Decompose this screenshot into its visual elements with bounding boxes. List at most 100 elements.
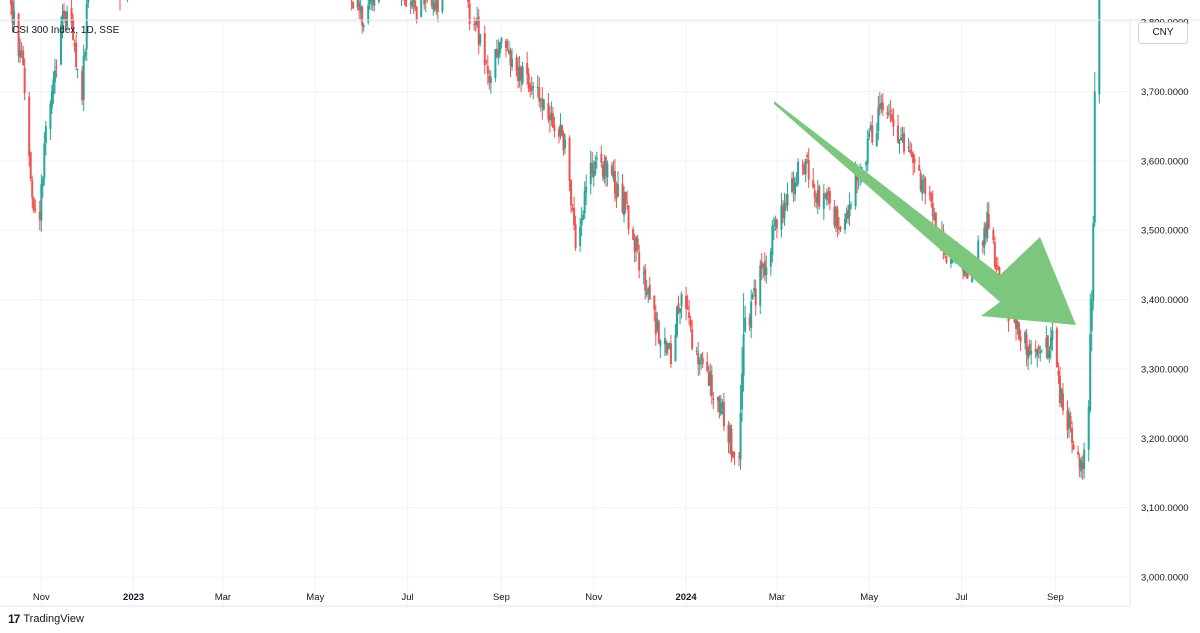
tradingview-brand[interactable]: 17 TradingView bbox=[8, 612, 84, 626]
candle bbox=[489, 70, 492, 94]
candle bbox=[1025, 329, 1028, 367]
candle-body bbox=[352, 2, 355, 9]
time-axis[interactable]: Nov 2023 Mar May Jul Sep Nov 2024 Mar May Jul Sep bbox=[33, 592, 1064, 603]
candle-body bbox=[868, 132, 871, 138]
y-tick-label: 3,300.0000 bbox=[1141, 364, 1189, 375]
candle-body bbox=[636, 238, 639, 250]
candle-body bbox=[783, 202, 786, 219]
candle bbox=[733, 451, 736, 466]
candle bbox=[896, 114, 899, 144]
candle-body bbox=[833, 207, 836, 226]
candle-body bbox=[804, 158, 807, 175]
candle bbox=[633, 233, 636, 263]
candle bbox=[1028, 339, 1031, 357]
candle-body bbox=[700, 354, 703, 360]
candle bbox=[1080, 456, 1083, 478]
candle-body bbox=[571, 207, 574, 210]
candle-body bbox=[738, 456, 741, 458]
candle bbox=[848, 192, 851, 226]
candle bbox=[763, 252, 766, 282]
candle bbox=[511, 48, 514, 71]
candle bbox=[987, 201, 990, 230]
price-axis[interactable]: 3,000.0000 3,100.0000 3,200.0000 3,300.0000… bbox=[1141, 0, 1189, 584]
candle-body bbox=[900, 137, 903, 141]
candle-body bbox=[695, 351, 698, 353]
candle bbox=[29, 151, 32, 182]
candle-body bbox=[1090, 299, 1093, 332]
candle-body bbox=[40, 184, 43, 221]
candle bbox=[368, 0, 371, 10]
candle-body bbox=[489, 77, 492, 83]
candle bbox=[539, 97, 542, 112]
candle-body bbox=[551, 113, 554, 128]
candle bbox=[1055, 326, 1058, 368]
currency-button[interactable]: CNY bbox=[1138, 22, 1188, 44]
candle bbox=[772, 217, 775, 241]
candle bbox=[600, 145, 603, 168]
candle-body bbox=[844, 218, 847, 230]
candle-body bbox=[504, 40, 507, 49]
candle bbox=[1077, 445, 1080, 458]
candle-body bbox=[716, 396, 719, 401]
x-tick-label: Jul bbox=[402, 592, 414, 603]
candle bbox=[613, 158, 616, 202]
candle-body bbox=[1018, 323, 1021, 340]
candle bbox=[1018, 321, 1021, 341]
x-tick-label: Mar bbox=[215, 592, 231, 603]
candle-body bbox=[645, 291, 648, 295]
candle bbox=[582, 210, 585, 221]
y-tick-label: 3,100.0000 bbox=[1141, 503, 1189, 514]
candle bbox=[1046, 335, 1049, 360]
candle bbox=[669, 334, 672, 368]
candle-body bbox=[674, 335, 677, 362]
candle bbox=[762, 263, 765, 279]
candle bbox=[1098, 0, 1101, 104]
candle bbox=[529, 82, 532, 98]
candle bbox=[892, 108, 895, 137]
candle bbox=[361, 5, 364, 34]
candle bbox=[521, 61, 524, 86]
candle bbox=[34, 199, 37, 214]
candle bbox=[781, 200, 784, 224]
candle bbox=[931, 190, 934, 229]
candle bbox=[509, 47, 512, 77]
candle bbox=[850, 201, 853, 210]
candle-body bbox=[72, 20, 75, 40]
candle bbox=[833, 199, 836, 229]
candle bbox=[352, 1, 355, 9]
candle-body bbox=[998, 267, 1001, 282]
candle bbox=[707, 365, 710, 387]
candle bbox=[474, 18, 477, 32]
candle bbox=[636, 234, 639, 253]
candle-body bbox=[495, 48, 498, 58]
candle bbox=[479, 33, 482, 47]
candle-body bbox=[1025, 334, 1028, 356]
candle-body bbox=[909, 149, 912, 153]
candle-body bbox=[371, 0, 374, 5]
candle-body bbox=[517, 67, 520, 82]
candle-body bbox=[580, 218, 583, 226]
candle-body bbox=[677, 303, 680, 312]
candle bbox=[1093, 71, 1096, 227]
candle-body bbox=[424, 0, 427, 1]
candle bbox=[900, 127, 903, 142]
tradingview-name: TradingView bbox=[23, 613, 84, 625]
candle-body bbox=[647, 288, 650, 294]
candle bbox=[877, 95, 880, 141]
candle bbox=[718, 395, 721, 419]
candle bbox=[748, 313, 751, 331]
candle-body bbox=[479, 33, 482, 44]
candle bbox=[43, 132, 46, 186]
candle bbox=[686, 294, 689, 310]
candle-body bbox=[28, 96, 31, 157]
candle-body bbox=[689, 320, 692, 328]
candle bbox=[1027, 345, 1030, 371]
candle-body bbox=[1045, 337, 1048, 348]
candle bbox=[890, 108, 893, 123]
candle-body bbox=[82, 55, 85, 100]
candle bbox=[435, 0, 438, 16]
candle bbox=[722, 392, 725, 432]
candle-body bbox=[759, 265, 762, 306]
candle-body bbox=[666, 343, 669, 350]
